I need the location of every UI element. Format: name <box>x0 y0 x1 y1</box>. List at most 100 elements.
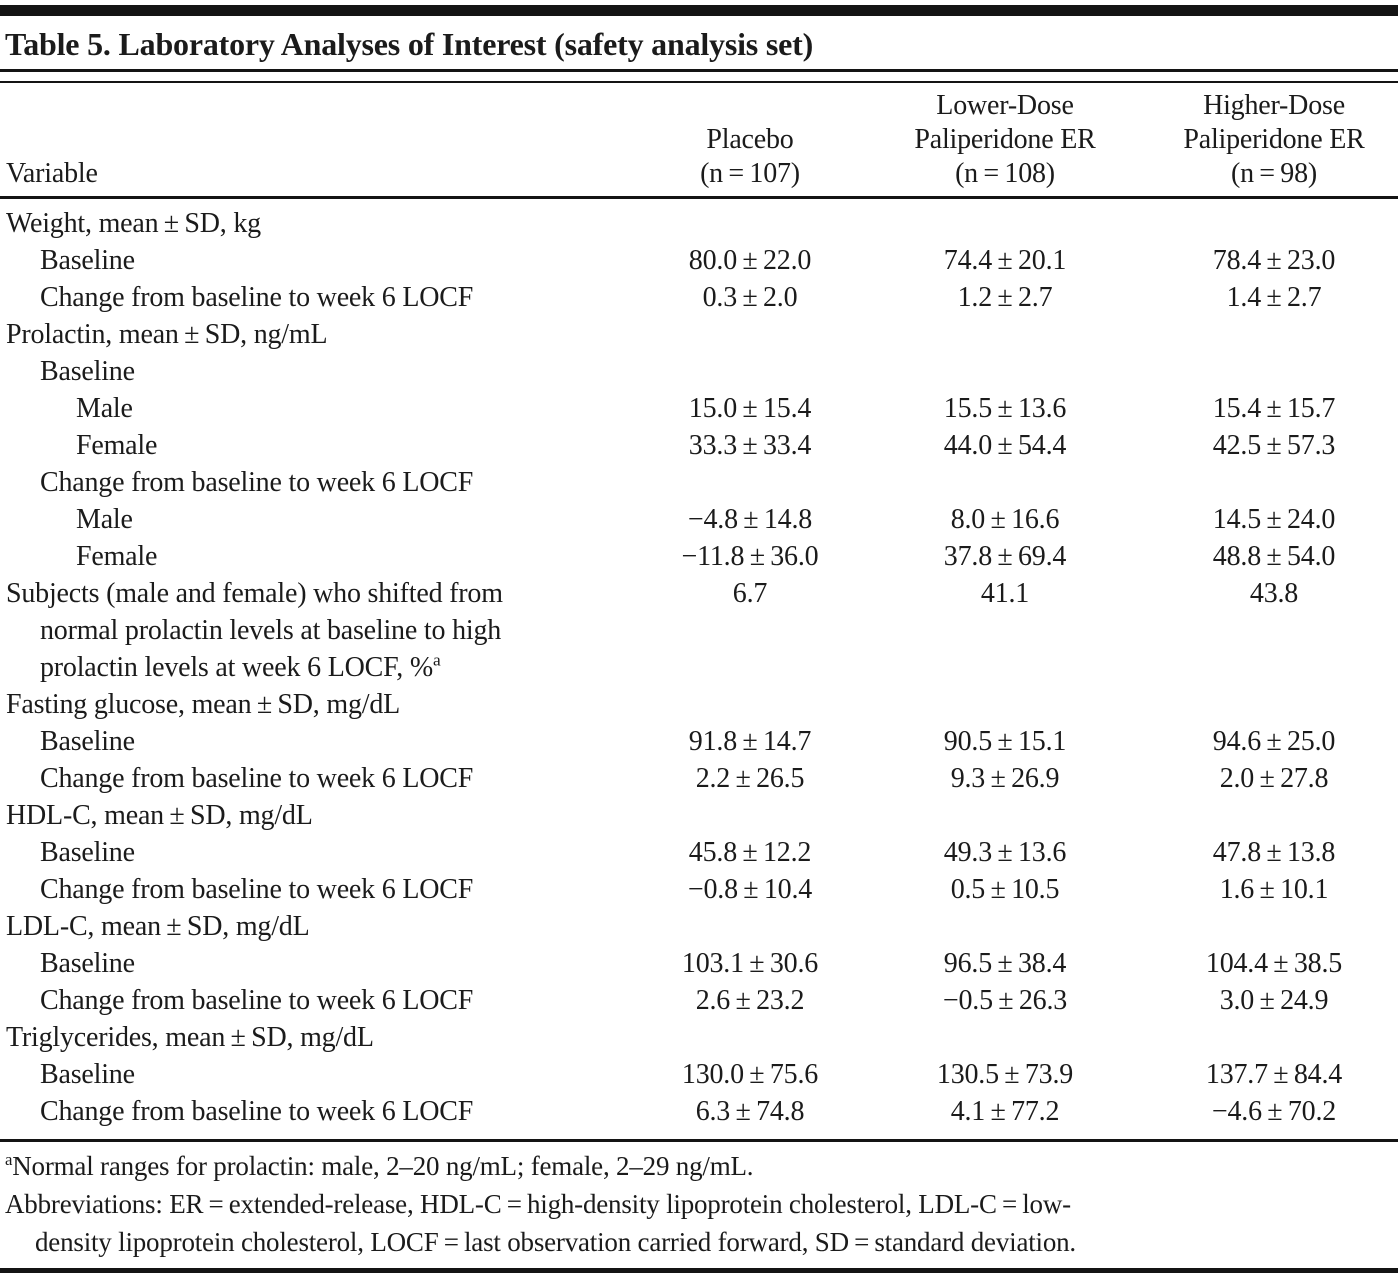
value-cell: 45.8 ± 12.2 <box>688 837 812 868</box>
value-cell <box>860 316 1150 353</box>
table-row: Change from baseline to week 6 LOCF −0.8 … <box>0 871 1398 908</box>
value-cell <box>1150 908 1398 945</box>
table5-laboratory-analyses-page: Table 5. Laboratory Analyses of Interest… <box>0 5 1398 1273</box>
row-label: Baseline <box>40 726 135 757</box>
section-row: Baseline <box>0 353 1398 390</box>
row-label: Baseline <box>40 837 135 868</box>
footnote-rule <box>0 1139 1398 1142</box>
value-cell: 42.5 ± 57.3 <box>1212 430 1336 461</box>
value-cell <box>1150 686 1398 723</box>
row-label: Prolactin, mean ± SD, ng/mL <box>6 319 328 350</box>
row-label: Change from baseline to week 6 LOCF <box>40 985 474 1016</box>
section-row: LDL-C, mean ± SD, mg/dL <box>0 908 1398 945</box>
value-cell: 78.4 ± 23.0 <box>1212 245 1336 276</box>
value-cell: 48.8 ± 54.0 <box>1212 541 1336 572</box>
value-cell: −11.8 ± 36.0 <box>681 541 819 572</box>
row-label: HDL-C, mean ± SD, mg/dL <box>6 800 313 831</box>
row-label: LDL-C, mean ± SD, mg/dL <box>6 911 310 942</box>
value-cell: 91.8 ± 14.7 <box>688 726 812 757</box>
column-header-line: (n = 107) <box>700 158 800 189</box>
value-cell: 137.7 ± 84.4 <box>1205 1059 1343 1090</box>
value-cell: 15.5 ± 13.6 <box>943 393 1067 424</box>
section-row: HDL-C, mean ± SD, mg/dL <box>0 797 1398 834</box>
value-cell: 1.6 ± 10.1 <box>1219 874 1329 905</box>
value-cell <box>640 316 860 353</box>
row-label: Change from baseline to week 6 LOCF <box>40 467 474 498</box>
column-header-line: (n = 108) <box>955 158 1055 189</box>
row-label: Change from baseline to week 6 LOCF <box>40 1096 474 1127</box>
value-cell: −4.6 ± 70.2 <box>1211 1096 1337 1127</box>
value-cell: 14.5 ± 24.0 <box>1212 504 1336 535</box>
column-header-variable: Variable <box>0 83 640 199</box>
value-cell: 33.3 ± 33.4 <box>688 430 812 461</box>
value-cell <box>640 1019 860 1056</box>
value-cell: 9.3 ± 26.9 <box>950 763 1060 794</box>
value-cell: 0.5 ± 10.5 <box>950 874 1060 905</box>
column-header-line: Placebo <box>706 124 794 155</box>
table-row: Male −4.8 ± 14.8 8.0 ± 16.6 14.5 ± 24.0 <box>0 501 1398 538</box>
row-label: Baseline <box>40 245 135 276</box>
footnote-marker-a: a <box>5 1150 13 1169</box>
table-row: Change from baseline to week 6 LOCF 2.6 ±… <box>0 982 1398 1019</box>
value-cell: 2.2 ± 26.5 <box>695 763 805 794</box>
column-header-line: Higher-Dose <box>1203 90 1345 121</box>
value-cell <box>640 198 860 243</box>
value-cell: 49.3 ± 13.6 <box>943 837 1067 868</box>
value-cell: 94.6 ± 25.0 <box>1212 726 1336 757</box>
table-row: Change from baseline to week 6 LOCF 6.3 ±… <box>0 1093 1398 1130</box>
value-cell: 41.1 <box>980 578 1030 609</box>
value-cell <box>860 198 1150 243</box>
value-cell: 4.1 ± 77.2 <box>950 1096 1060 1127</box>
value-cell: 37.8 ± 69.4 <box>943 541 1067 572</box>
value-cell: 104.4 ± 38.5 <box>1205 948 1343 979</box>
value-cell: 130.5 ± 73.9 <box>936 1059 1074 1090</box>
row-label: Male <box>76 504 133 535</box>
section-row: Weight, mean ± SD, kg <box>0 198 1398 243</box>
value-cell <box>640 797 860 834</box>
table-row: Baseline 103.1 ± 30.6 96.5 ± 38.4 104.4 ± 3… <box>0 945 1398 982</box>
section-row: Triglycerides, mean ± SD, mg/dL <box>0 1019 1398 1056</box>
row-label: Subjects (male and female) who shifted f… <box>6 578 503 683</box>
section-row: Change from baseline to week 6 LOCF <box>0 464 1398 501</box>
value-cell <box>1150 198 1398 243</box>
table-title: Table 5. Laboratory Analyses of Interest… <box>5 26 814 62</box>
value-cell: 3.0 ± 24.9 <box>1219 985 1329 1016</box>
row-label: Triglycerides, mean ± SD, mg/dL <box>6 1022 374 1053</box>
footnotes-block: aNormal ranges for prolactin: male, 2–20… <box>0 1142 1398 1267</box>
value-cell <box>1150 797 1398 834</box>
table-row: Change from baseline to week 6 LOCF 2.2 ±… <box>0 760 1398 797</box>
value-cell <box>860 908 1150 945</box>
title-double-rule <box>0 69 1398 83</box>
column-header-line: (n = 98) <box>1230 158 1318 189</box>
table-row: Female −11.8 ± 36.0 37.8 ± 69.4 48.8 ± 54.0 <box>0 538 1398 575</box>
value-cell: 74.4 ± 20.1 <box>943 245 1067 276</box>
value-cell: 6.3 ± 74.8 <box>695 1096 805 1127</box>
value-cell <box>1150 464 1398 501</box>
footnote-text-line: density lipoprotein cholesterol, LOCF = … <box>35 1227 1076 1257</box>
value-cell: 80.0 ± 22.0 <box>688 245 812 276</box>
row-label: Weight, mean ± SD, kg <box>6 208 261 239</box>
table-row: Baseline 130.0 ± 75.6 130.5 ± 73.9 137.7 ± … <box>0 1056 1398 1093</box>
value-cell: 47.8 ± 13.8 <box>1212 837 1336 868</box>
row-label: Fasting glucose, mean ± SD, mg/dL <box>6 689 401 720</box>
value-cell: 96.5 ± 38.4 <box>943 948 1067 979</box>
bottom-thick-rule <box>0 1268 1398 1273</box>
value-cell <box>1150 316 1398 353</box>
table-row: Male 15.0 ± 15.4 15.5 ± 13.6 15.4 ± 15.7 <box>0 390 1398 427</box>
table-row: Baseline 80.0 ± 22.0 74.4 ± 20.1 78.4 ± 23.… <box>0 242 1398 279</box>
value-cell: 15.0 ± 15.4 <box>688 393 812 424</box>
table-row: Baseline 91.8 ± 14.7 90.5 ± 15.1 94.6 ± 25.… <box>0 723 1398 760</box>
table-row: Baseline 45.8 ± 12.2 49.3 ± 13.6 47.8 ± 13.… <box>0 834 1398 871</box>
value-cell <box>860 1019 1150 1056</box>
row-label: Change from baseline to week 6 LOCF <box>40 763 474 794</box>
section-row: Prolactin, mean ± SD, ng/mL <box>0 316 1398 353</box>
row-label: Change from baseline to week 6 LOCF <box>40 282 474 313</box>
value-cell: 44.0 ± 54.4 <box>943 430 1067 461</box>
column-header-placebo: Placebo (n = 107) <box>640 83 860 199</box>
value-cell: −4.8 ± 14.8 <box>687 504 813 535</box>
value-cell <box>640 353 860 390</box>
value-cell: 15.4 ± 15.7 <box>1212 393 1336 424</box>
row-label: Change from baseline to week 6 LOCF <box>40 874 474 905</box>
value-cell <box>640 464 860 501</box>
value-cell: 1.4 ± 2.7 <box>1226 282 1322 313</box>
